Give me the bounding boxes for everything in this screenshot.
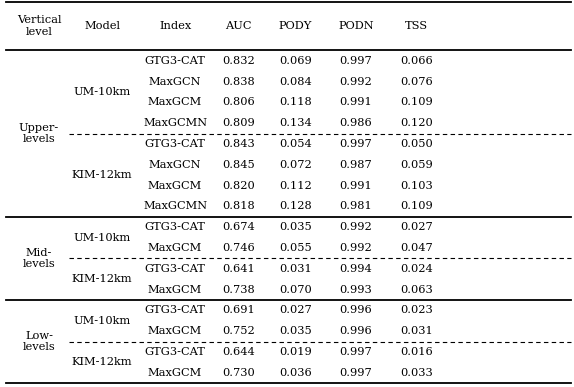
Text: GTG3-CAT: GTG3-CAT — [145, 56, 205, 66]
Text: 0.691: 0.691 — [222, 305, 255, 315]
Text: 0.023: 0.023 — [400, 305, 433, 315]
Text: UM-10km: UM-10km — [73, 87, 131, 97]
Text: AUC: AUC — [225, 21, 251, 31]
Text: 0.066: 0.066 — [400, 56, 433, 66]
Text: 0.103: 0.103 — [400, 180, 433, 190]
Text: 0.019: 0.019 — [279, 347, 312, 357]
Text: Vertical
level: Vertical level — [17, 15, 61, 37]
Text: 0.987: 0.987 — [339, 160, 373, 170]
Text: 0.996: 0.996 — [339, 305, 373, 315]
Text: TSS: TSS — [405, 21, 428, 31]
Text: PODN: PODN — [338, 21, 374, 31]
Text: Model: Model — [84, 21, 120, 31]
Text: 0.069: 0.069 — [279, 56, 312, 66]
Text: 0.134: 0.134 — [279, 118, 312, 128]
Text: 0.809: 0.809 — [222, 118, 255, 128]
Text: MaxGCM: MaxGCM — [148, 368, 202, 378]
Text: 0.993: 0.993 — [339, 284, 373, 295]
Text: 0.054: 0.054 — [279, 139, 312, 149]
Text: 0.070: 0.070 — [279, 284, 312, 295]
Text: Index: Index — [159, 21, 191, 31]
Text: 0.112: 0.112 — [279, 180, 312, 190]
Text: 0.674: 0.674 — [222, 222, 255, 232]
Text: 0.016: 0.016 — [400, 347, 433, 357]
Text: 0.047: 0.047 — [400, 243, 433, 253]
Text: KIM-12km: KIM-12km — [72, 357, 133, 367]
Text: 0.997: 0.997 — [339, 139, 373, 149]
Text: 0.992: 0.992 — [339, 243, 373, 253]
Text: 0.084: 0.084 — [279, 77, 312, 87]
Text: KIM-12km: KIM-12km — [72, 274, 133, 284]
Text: 0.806: 0.806 — [222, 97, 255, 107]
Text: 0.746: 0.746 — [222, 243, 255, 253]
Text: MaxGCM: MaxGCM — [148, 243, 202, 253]
Text: 0.027: 0.027 — [279, 305, 312, 315]
Text: UM-10km: UM-10km — [73, 316, 131, 326]
Text: 0.059: 0.059 — [400, 160, 433, 170]
Text: MaxGCN: MaxGCN — [149, 77, 201, 87]
Text: 0.118: 0.118 — [279, 97, 312, 107]
Text: MaxGCM: MaxGCM — [148, 326, 202, 336]
Text: 0.996: 0.996 — [339, 326, 373, 336]
Text: 0.063: 0.063 — [400, 284, 433, 295]
Text: 0.818: 0.818 — [222, 201, 255, 211]
Text: PODY: PODY — [279, 21, 312, 31]
Text: 0.076: 0.076 — [400, 77, 433, 87]
Text: KIM-12km: KIM-12km — [72, 170, 133, 180]
Text: MaxGCM: MaxGCM — [148, 180, 202, 190]
Text: 0.120: 0.120 — [400, 118, 433, 128]
Text: 0.997: 0.997 — [339, 56, 373, 66]
Text: GTG3-CAT: GTG3-CAT — [145, 347, 205, 357]
Text: 0.991: 0.991 — [339, 180, 373, 190]
Text: 0.997: 0.997 — [339, 368, 373, 378]
Text: 0.843: 0.843 — [222, 139, 255, 149]
Text: 0.031: 0.031 — [279, 264, 312, 274]
Text: 0.109: 0.109 — [400, 201, 433, 211]
Text: 0.072: 0.072 — [279, 160, 312, 170]
Text: 0.986: 0.986 — [339, 118, 373, 128]
Text: 0.031: 0.031 — [400, 326, 433, 336]
Text: MaxGCM: MaxGCM — [148, 284, 202, 295]
Text: 0.820: 0.820 — [222, 180, 255, 190]
Text: 0.109: 0.109 — [400, 97, 433, 107]
Text: GTG3-CAT: GTG3-CAT — [145, 264, 205, 274]
Text: MaxGCM: MaxGCM — [148, 97, 202, 107]
Text: 0.845: 0.845 — [222, 160, 255, 170]
Text: GTG3-CAT: GTG3-CAT — [145, 305, 205, 315]
Text: MaxGCN: MaxGCN — [149, 160, 201, 170]
Text: 0.992: 0.992 — [339, 77, 373, 87]
Text: GTG3-CAT: GTG3-CAT — [145, 222, 205, 232]
Text: 0.838: 0.838 — [222, 77, 255, 87]
Text: Low-
levels: Low- levels — [22, 331, 56, 352]
Text: 0.128: 0.128 — [279, 201, 312, 211]
Text: 0.050: 0.050 — [400, 139, 433, 149]
Text: 0.027: 0.027 — [400, 222, 433, 232]
Text: 0.730: 0.730 — [222, 368, 255, 378]
Text: 0.035: 0.035 — [279, 326, 312, 336]
Text: 0.033: 0.033 — [400, 368, 433, 378]
Text: 0.832: 0.832 — [222, 56, 255, 66]
Text: 0.738: 0.738 — [222, 284, 255, 295]
Text: 0.055: 0.055 — [279, 243, 312, 253]
Text: Mid-
levels: Mid- levels — [22, 248, 56, 269]
Text: MaxGCMN: MaxGCMN — [143, 201, 207, 211]
Text: 0.024: 0.024 — [400, 264, 433, 274]
Text: GTG3-CAT: GTG3-CAT — [145, 139, 205, 149]
Text: 0.035: 0.035 — [279, 222, 312, 232]
Text: 0.644: 0.644 — [222, 347, 255, 357]
Text: 0.752: 0.752 — [222, 326, 255, 336]
Text: 0.991: 0.991 — [339, 97, 373, 107]
Text: UM-10km: UM-10km — [73, 233, 131, 243]
Text: 0.997: 0.997 — [339, 347, 373, 357]
Text: 0.994: 0.994 — [339, 264, 373, 274]
Text: 0.036: 0.036 — [279, 368, 312, 378]
Text: 0.981: 0.981 — [339, 201, 373, 211]
Text: 0.992: 0.992 — [339, 222, 373, 232]
Text: Upper-
levels: Upper- levels — [19, 123, 59, 144]
Text: 0.641: 0.641 — [222, 264, 255, 274]
Text: MaxGCMN: MaxGCMN — [143, 118, 207, 128]
